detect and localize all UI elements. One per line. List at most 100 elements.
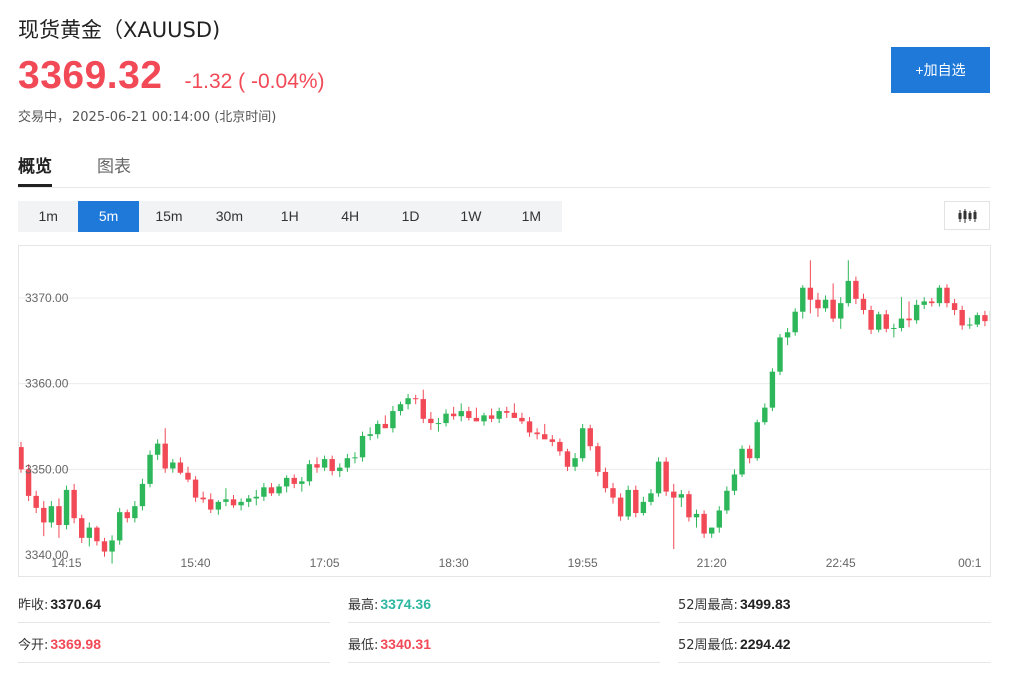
candle — [412, 394, 419, 405]
candle — [602, 467, 609, 493]
candle-body — [48, 506, 55, 523]
candle — [913, 299, 920, 324]
interval-4h[interactable]: 4H — [341, 208, 360, 224]
candle — [936, 285, 943, 307]
candle-body — [746, 448, 753, 459]
trading-status: 交易中， 2025-06-21 00:14:00 (北京时间) — [18, 106, 276, 125]
candle — [633, 485, 639, 518]
candle-body — [223, 499, 229, 502]
add-to-watchlist-button[interactable]: +加自选 — [891, 47, 990, 93]
candle-body — [56, 506, 62, 526]
candle — [162, 428, 168, 473]
candle — [299, 477, 305, 492]
x-tick-label: 15:40 — [181, 556, 211, 570]
last-price: 3369.32 — [18, 54, 163, 97]
candle — [170, 459, 176, 473]
status-timezone: (北京时间) — [214, 110, 277, 125]
candle — [625, 485, 631, 520]
candle-body — [671, 491, 677, 498]
candle-body — [633, 489, 639, 514]
candle — [716, 506, 722, 533]
candle — [671, 483, 677, 550]
candle — [511, 403, 518, 418]
candle-body — [314, 464, 320, 468]
interval-selector: 1m 5m 15m 30m 1H 4H 1D 1W 1M — [18, 201, 562, 232]
candle — [56, 498, 62, 538]
x-tick-label: 19:55 — [568, 556, 598, 570]
x-tick-label: 14:15 — [52, 556, 82, 570]
candle-body — [261, 487, 267, 497]
candle — [261, 483, 267, 502]
candle-body — [299, 481, 305, 484]
candle-body — [496, 411, 502, 419]
candle — [435, 417, 442, 432]
candle-body — [519, 417, 525, 422]
candle — [838, 297, 844, 329]
candle-body — [412, 398, 419, 400]
candle — [71, 483, 77, 524]
candle — [564, 448, 571, 472]
candle-body — [822, 299, 829, 309]
candle-body — [139, 483, 146, 507]
candle-body — [344, 458, 351, 468]
candle-body — [701, 513, 707, 534]
candle-body — [595, 446, 601, 472]
candle — [109, 535, 115, 564]
candle — [177, 457, 184, 475]
chart-canvas: 3340.00 3350.00 3360.00 3370.00 14:15 15:40 17… — [19, 260, 990, 570]
candle-body — [891, 327, 897, 329]
candle-body — [883, 314, 889, 329]
candle — [238, 498, 244, 511]
interval-1mo[interactable]: 1M — [521, 208, 542, 224]
candle-body — [777, 337, 783, 372]
candle-body — [329, 459, 335, 472]
interval-1m[interactable]: 1m — [38, 208, 58, 224]
candle — [344, 453, 351, 472]
candle-body — [617, 497, 624, 517]
candle-body — [534, 432, 540, 435]
interval-1d[interactable]: 1D — [401, 208, 420, 224]
candle-body — [352, 457, 358, 459]
tab-overview[interactable]: 概览 — [18, 152, 52, 187]
chart-type-button[interactable] — [944, 201, 990, 230]
candle — [147, 450, 153, 488]
candle-body — [549, 439, 555, 442]
candle-body — [405, 398, 411, 405]
candlestick-chart[interactable]: 3340.00 3350.00 3360.00 3370.00 14:15 15:40 17… — [18, 245, 991, 577]
candle-body — [25, 469, 32, 496]
candle — [116, 507, 123, 545]
candle — [25, 464, 32, 502]
candle — [41, 501, 47, 537]
candle-body — [655, 461, 662, 494]
candle-body — [397, 404, 404, 412]
interval-1h[interactable]: 1H — [280, 208, 299, 224]
interval-30m[interactable]: 30m — [215, 208, 243, 224]
candle-body — [769, 371, 776, 408]
candle-body — [420, 399, 426, 419]
stat-value: 3374.36 — [380, 595, 431, 612]
candle — [868, 305, 874, 334]
candle-body — [610, 488, 616, 498]
candle-body — [716, 510, 722, 528]
candle — [314, 457, 320, 473]
candle — [951, 298, 958, 316]
tab-chart[interactable]: 图表 — [97, 157, 131, 177]
candle-body — [929, 301, 935, 304]
interval-5m[interactable]: 5m — [78, 201, 139, 232]
status-datetime: 2025-06-21 00:14:00 — [72, 110, 211, 125]
candle-body — [967, 324, 973, 326]
candle — [784, 327, 791, 346]
candle — [982, 310, 988, 327]
candle — [154, 439, 161, 460]
candle — [610, 483, 616, 504]
candle — [230, 495, 237, 508]
interval-15m[interactable]: 15m — [155, 208, 183, 224]
candle-body — [41, 507, 47, 523]
candle-body — [807, 287, 814, 300]
candle — [678, 489, 685, 508]
stat-value: 3369.98 — [50, 635, 101, 652]
candle — [359, 431, 366, 462]
y-tick-label: 3350.00 — [25, 462, 69, 476]
candle — [875, 311, 882, 333]
interval-1w[interactable]: 1W — [460, 208, 482, 224]
